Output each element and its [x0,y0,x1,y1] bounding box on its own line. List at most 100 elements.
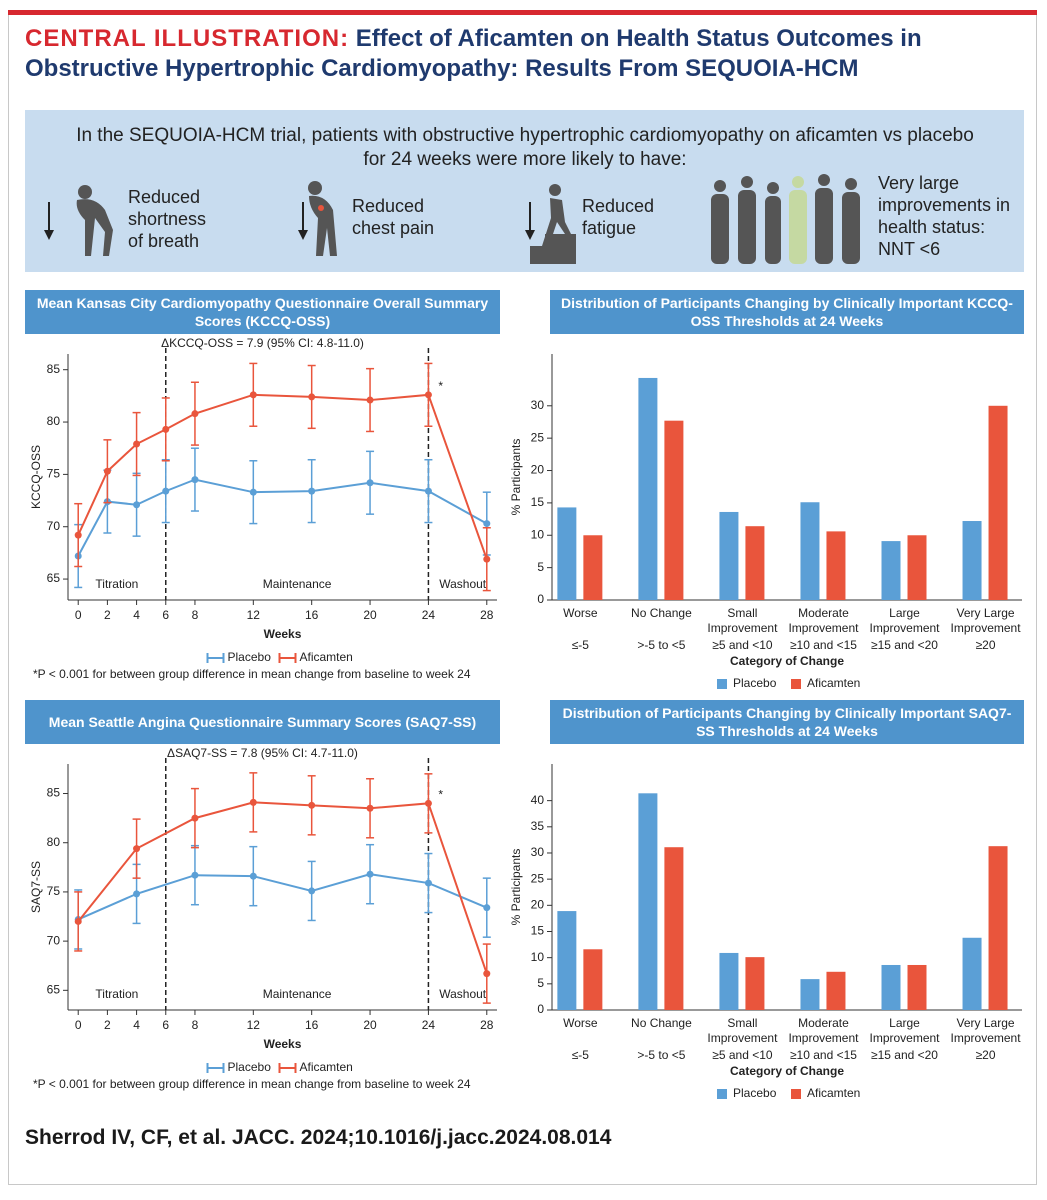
bar [907,964,927,1010]
summary-box: In the SEQUOIA-HCM trial, patients with … [25,110,1024,272]
threshold-label: ≤-5 [571,638,589,652]
header: CENTRAL ILLUSTRATION: Effect of Aficamte… [25,24,1025,96]
bar [745,526,765,600]
chart-title: Distribution of Participants Changing by… [550,290,1024,334]
header-title: Effect of Aficamten on Health Status Out… [25,25,922,82]
y-axis-label: % Participants [509,439,523,516]
x-axis-label: Weeks [264,627,302,641]
x-tick-label: 28 [480,608,494,622]
threshold-label: ≥20 [975,1048,996,1062]
y-tick-label: 20 [531,463,545,477]
data-point [483,555,491,563]
x-tick-label: 8 [192,608,199,622]
x-tick-label: 24 [422,1018,436,1032]
x-tick-label: 12 [247,608,261,622]
data-point [191,871,199,879]
y-axis-label: % Participants [509,849,523,926]
y-tick-label: 70 [47,519,61,533]
legend-label: Placebo [228,1060,272,1074]
y-tick-label: 0 [537,592,544,606]
phase-label: Maintenance [263,577,332,591]
x-tick-label: Very Large Improvement [950,1016,1021,1045]
x-tick-label: 0 [75,608,82,622]
icon-chest-pain [298,181,337,256]
data-point [424,487,432,495]
threshold-label: ≤-5 [571,1048,589,1062]
data-point [483,970,491,978]
x-tick-label: Moderate Improvement [788,1016,859,1045]
data-point [249,798,257,806]
y-tick-label: 10 [531,950,545,964]
threshold-label: >-5 to <5 [637,638,686,652]
legend-label: Aficamten [300,650,353,664]
y-tick-label: 40 [531,793,545,807]
data-point [424,799,432,807]
y-axis-label: KCCQ-OSS [29,445,43,509]
data-point [424,879,432,887]
y-tick-label: 35 [531,819,545,833]
bar [583,949,603,1010]
chart-title: Mean Kansas City Cardiomyopathy Question… [25,290,500,334]
bar [719,511,739,600]
y-tick-label: 20 [531,897,545,911]
threshold-label: ≥20 [975,638,996,652]
series-line [77,478,488,557]
phase-label: Washout [439,577,487,591]
data-point [249,872,257,880]
x-tick-label: Very Large Improvement [950,606,1021,635]
series-line [77,801,488,974]
bar [988,405,1008,600]
x-tick-label: 4 [133,608,140,622]
y-tick-label: 25 [531,430,545,444]
data-point [308,393,316,401]
bar [800,502,820,600]
series-line [77,393,488,560]
top-bar [8,10,1037,15]
legend-label: Aficamten [807,676,860,690]
finding: Reduced chest pain [352,196,435,238]
x-tick-label: 8 [192,1018,199,1032]
legend-swatch [791,679,801,689]
data-point [308,887,316,895]
x-tick-label: Large Improvement [869,606,940,635]
bar [907,535,927,600]
chart-subtitle: ΔSAQ7-SS = 7.8 (95% CI: 4.7-11.0) [167,746,358,760]
legend-label: Placebo [733,1086,777,1100]
threshold-label: ≥10 and <15 [789,1048,857,1062]
y-tick-label: 5 [537,976,544,990]
data-point [483,520,491,528]
chart-panel: Distribution of Participants Changing by… [505,290,1024,698]
y-tick-label: 65 [47,982,61,996]
series-line [77,873,488,921]
legend-label: Aficamten [807,1086,860,1100]
x-tick-label: 2 [104,1018,111,1032]
phase-label: Titration [95,987,138,1001]
finding: Reduced fatigue [582,196,655,238]
x-tick-label: Worse [563,1016,598,1030]
x-tick-label: No Change [631,1016,692,1030]
bar [664,420,684,600]
chart: 0 5 10 15 20 25 30 35 40 % Participants Category o… [509,764,1022,1100]
legend-glyph [278,1063,297,1073]
y-tick-label: 30 [531,398,545,412]
threshold-label: ≥10 and <15 [789,638,857,652]
threshold-label: ≥5 and <10 [712,1048,773,1062]
summary-text: In the SEQUOIA-HCM trial, patients with … [76,125,974,170]
y-tick-label: 15 [531,924,545,938]
y-tick-label: 65 [47,571,61,585]
bar [962,521,982,600]
icons [44,174,860,264]
chart-panel: Mean Seattle Angina Questionnaire Summar… [25,700,500,1108]
x-tick-label: 16 [305,1018,319,1032]
legend-glyph [206,653,225,663]
x-axis-label: Weeks [264,1037,302,1051]
data-point [308,801,316,809]
threshold-label: ≥15 and <20 [871,1048,938,1062]
data-point [191,476,199,484]
x-tick-label: Moderate Improvement [788,606,859,635]
x-axis-label: Category of Change [730,1064,844,1078]
x-tick-label: Small Improvement [707,1016,778,1045]
legend-swatch [717,1089,727,1099]
phase-label: Washout [439,987,487,1001]
